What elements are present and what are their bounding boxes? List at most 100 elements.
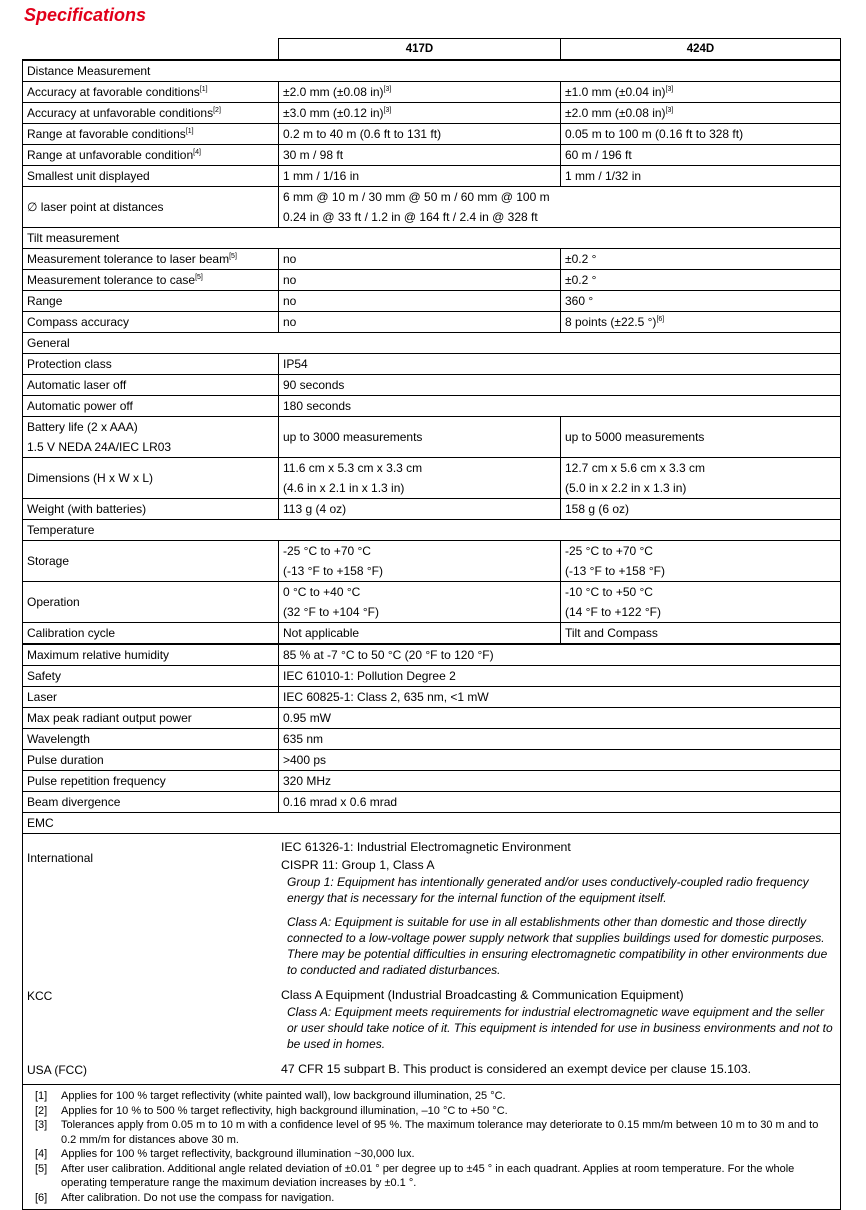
cell-text: Storage	[27, 554, 70, 568]
value-cell: IEC 61010-1: Pollution Degree 2	[278, 665, 841, 687]
section-row: Tilt measurement	[22, 227, 841, 249]
footnote-ref: [4]	[193, 149, 201, 156]
row-label: Measurement tolerance to laser beam[5]	[22, 248, 279, 270]
spec-row: ∅ laser point at distances 6 mm @ 10 m / …	[22, 186, 841, 228]
cell-line: 11.6 cm x 5.3 cm x 3.3 cm	[283, 461, 423, 475]
row-label: ∅ laser point at distances	[22, 186, 279, 228]
footnote-number: [1]	[35, 1090, 48, 1102]
footnote: [1] Applies for 100 % target reflectivity…	[29, 1089, 836, 1104]
cell-text: Range at unfavorable condition	[27, 148, 194, 162]
value-cell: no	[278, 290, 561, 312]
spec-table: 417D 424D Distance Measurement Accuracy a…	[22, 38, 841, 1210]
footnote-number: [3]	[35, 1119, 48, 1131]
spec-row: Range no 360 °	[22, 290, 841, 312]
emc-text: 47 CFR 15 subpart B. This product is con…	[281, 1062, 752, 1076]
emc-label: USA (FCC)	[27, 1063, 87, 1077]
spec-row: Range at favorable conditions[1] 0.2 m to…	[22, 123, 841, 145]
row-label: Range at unfavorable condition[4]	[22, 144, 279, 166]
value-cell: -10 °C to +50 °C (14 °F to +122 °F)	[560, 581, 841, 623]
emc-note: Class A: Equipment meets requirements fo…	[287, 1005, 833, 1051]
row-label: Max peak radiant output power	[22, 707, 279, 729]
header-row: 417D 424D	[22, 38, 841, 61]
spec-row: Weight (with batteries) 113 g (4 oz) 158 g…	[22, 498, 841, 520]
footnote-number: [2]	[35, 1104, 48, 1117]
footnote-ref: [1]	[199, 86, 208, 93]
cell-text: up to 5000 measurements	[565, 430, 705, 444]
value-cell: 12.7 cm x 5.6 cm x 3.3 cm (5.0 in x 2.2 i…	[560, 457, 841, 499]
footnote-number: [4]	[35, 1148, 48, 1160]
column-header: 417D	[278, 38, 561, 61]
cell-text: 0.2 m to 40 m (0.6 ft to 131 ft)	[283, 127, 442, 141]
cell-line: 0.24 in @ 33 ft / 1.2 in @ 164 ft / 2.4 …	[283, 210, 538, 224]
row-label: Laser	[22, 686, 279, 708]
spec-row: Safety IEC 61010-1: Pollution Degree 2	[22, 665, 841, 687]
value-cell: 1 mm / 1/16 in	[278, 165, 561, 187]
section-row: Temperature	[22, 519, 841, 541]
value-cell: 113 g (4 oz)	[278, 498, 561, 520]
cell-text: Measurement tolerance to laser beam	[27, 252, 230, 266]
footnote: [6] After calibration. Do not use the com…	[29, 1191, 836, 1206]
cell-text: no	[283, 252, 297, 266]
spec-row: Measurement tolerance to laser beam[5] no…	[22, 248, 841, 270]
cell-text: 8 points (±22.5 °)	[565, 315, 657, 329]
value-cell: 635 nm	[278, 728, 841, 750]
footnotes: [1] Applies for 100 % target reflectivity…	[22, 1084, 841, 1210]
value-cell: ±2.0 mm (±0.08 in)[3]	[560, 102, 841, 124]
cell-text: Range at favorable conditions	[27, 127, 186, 141]
cell-line: 1.5 V NEDA 24A/IEC LR03	[27, 440, 172, 454]
cell-text: Pulse repetition frequency	[27, 774, 166, 788]
section-title: Temperature	[22, 519, 841, 541]
spec-row: Smallest unit displayed 1 mm / 1/16 in 1 m…	[22, 165, 841, 187]
cell-text: Operation	[27, 595, 80, 609]
value-cell: no	[278, 269, 561, 291]
cell-text: 158 g (6 oz)	[565, 502, 630, 516]
cell-text: IP54	[283, 357, 308, 371]
section-row: EMC	[22, 812, 841, 834]
footnote-ref: [1]	[185, 128, 194, 135]
spec-row: Maximum relative humidity 85 % at -7 °C t…	[22, 643, 841, 666]
cell-text: Dimensions (H x W x L)	[27, 471, 154, 485]
cell-text: Not applicable	[283, 626, 360, 640]
cell-text: 180 seconds	[283, 399, 352, 413]
cell-text: ±3.0 mm (±0.12 in)	[283, 106, 384, 120]
row-label: Smallest unit displayed	[22, 165, 279, 187]
footnote-ref: [2]	[213, 107, 221, 114]
cell-line: -25 °C to +70 °C	[283, 544, 371, 558]
cell-text: Pulse duration	[27, 753, 104, 767]
row-label: Accuracy at favorable conditions[1]	[22, 81, 279, 103]
cell-text: Laser	[27, 690, 58, 704]
value-cell: up to 3000 measurements	[278, 416, 561, 458]
cell-line: (-13 °F to +158 °F)	[283, 564, 383, 578]
cell-text: Compass accuracy	[27, 315, 130, 329]
value-cell: -25 °C to +70 °C (-13 °F to +158 °F)	[278, 540, 561, 582]
value-cell: 0.05 m to 100 m (0.16 ft to 328 ft)	[560, 123, 841, 145]
cell-text: 30 m / 98 ft	[283, 148, 344, 162]
footnote: [2] Applies for 10 % to 500 % target refl…	[29, 1104, 836, 1119]
emc-text: IEC 61326-1: Industrial Electromagnetic …	[281, 840, 571, 854]
emc-block: International IEC 61326-1: Industrial Ele…	[22, 833, 841, 1085]
section-title: EMC	[22, 812, 841, 834]
footnote: [3] Tolerances apply from 0.05 m to 10 m …	[29, 1118, 836, 1147]
cell-text: 320 MHz	[283, 774, 332, 788]
row-label: Maximum relative humidity	[22, 643, 279, 666]
value-cell: 0 °C to +40 °C (32 °F to +104 °F)	[278, 581, 561, 623]
emc-body: 47 CFR 15 subpart B. This product is con…	[281, 1060, 838, 1080]
value-cell: ±0.2 °	[560, 248, 841, 270]
value-cell: 360 °	[560, 290, 841, 312]
section-title: General	[22, 332, 841, 354]
row-label: Dimensions (H x W x L)	[22, 457, 279, 499]
spec-row: Calibration cycle Not applicable Tilt and …	[22, 622, 841, 645]
value-cell: 0.16 mrad x 0.6 mrad	[278, 791, 841, 813]
cell-line: -25 °C to +70 °C	[565, 544, 653, 558]
cell-text: ±0.2 °	[565, 273, 597, 287]
cell-line: Battery life (2 x AAA)	[27, 420, 138, 434]
value-cell: -25 °C to +70 °C (-13 °F to +158 °F)	[560, 540, 841, 582]
section-title: Distance Measurement	[22, 59, 841, 82]
cell-text: 0.95 mW	[283, 711, 332, 725]
cell-text: Wavelength	[27, 732, 90, 746]
cell-text: Accuracy at favorable conditions	[27, 85, 200, 99]
row-label: Compass accuracy	[22, 311, 279, 333]
cell-line: (14 °F to +122 °F)	[565, 605, 661, 619]
emc-entry: KCC Class A Equipment (Industrial Broadca…	[27, 986, 838, 1060]
